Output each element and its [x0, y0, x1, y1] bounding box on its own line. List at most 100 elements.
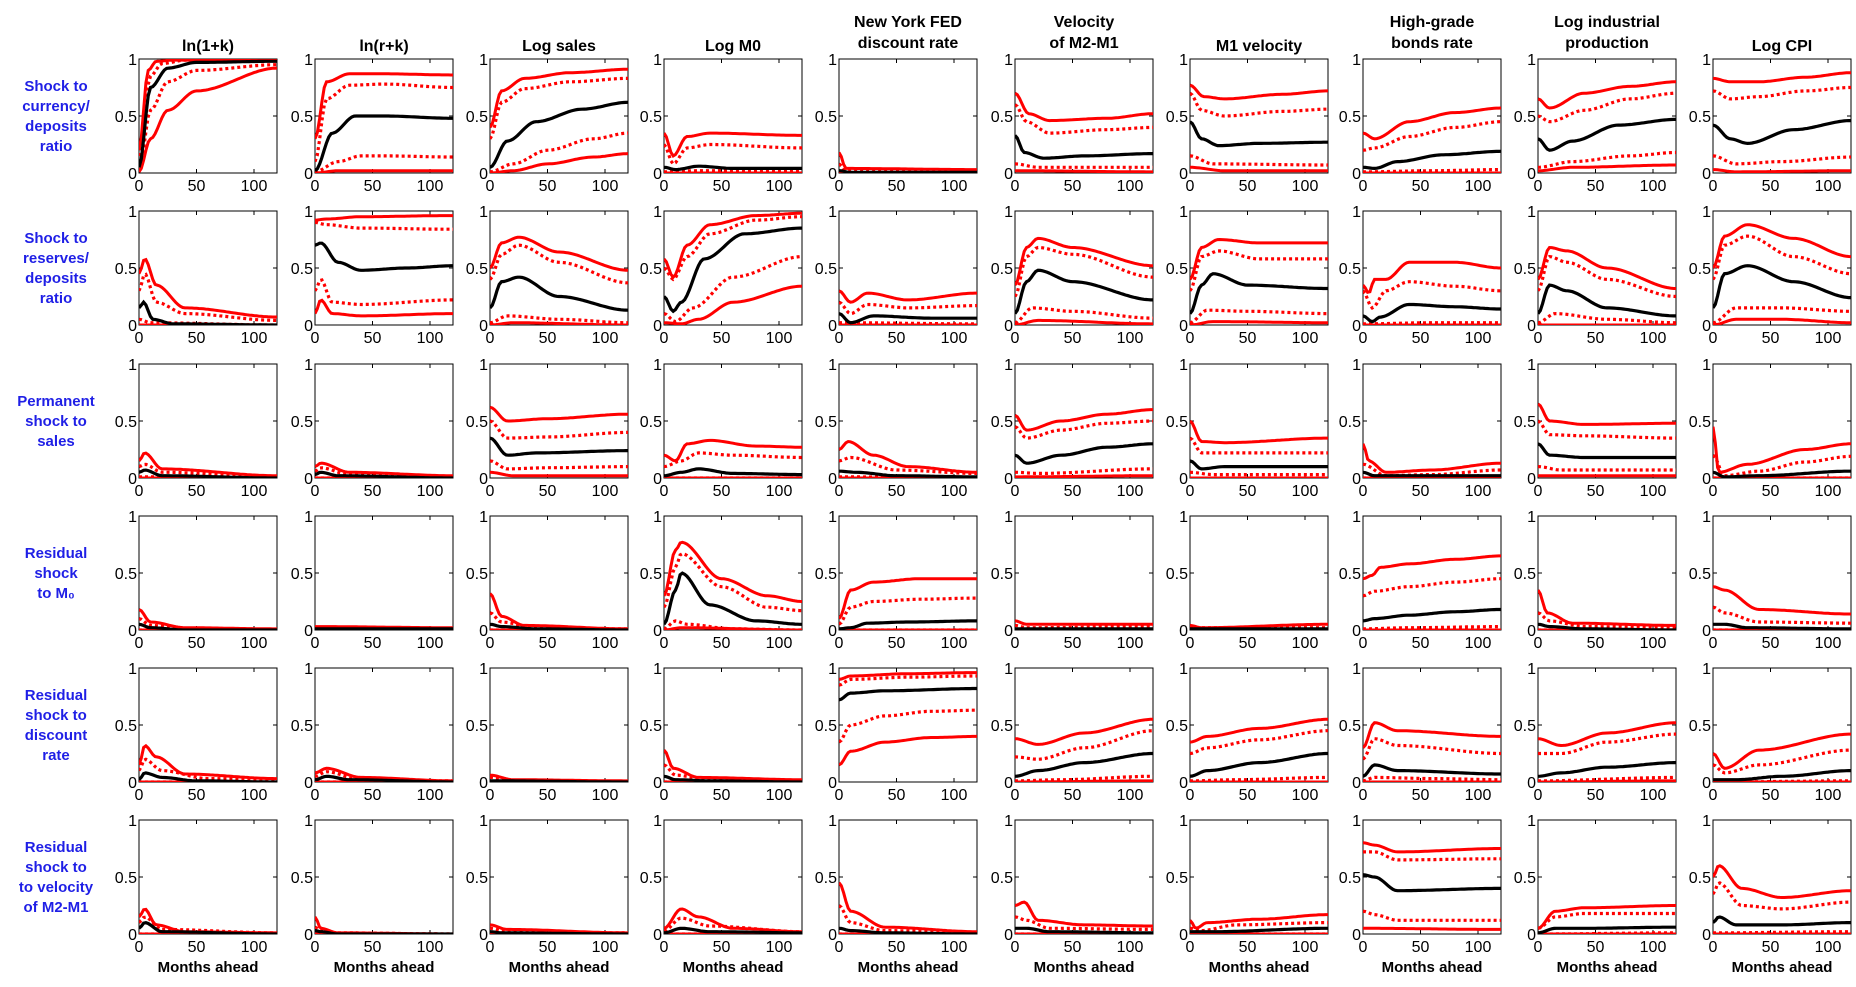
panel-series	[1015, 236, 1153, 325]
column-title-line: ln(r+k)	[359, 38, 408, 55]
upper-inner-band	[1190, 729, 1328, 756]
upper-inner-band	[1538, 911, 1676, 930]
column-title-line: Log sales	[522, 38, 596, 55]
median-line	[139, 622, 277, 630]
x-tick-label: 100	[941, 330, 968, 347]
y-tick-label: 0	[304, 318, 313, 335]
row-label-line: shock	[34, 565, 78, 582]
x-tick-label: 100	[941, 787, 968, 804]
y-tick-label: 0	[828, 623, 837, 640]
panel: 0 50 100 0 0.5 1	[115, 52, 278, 195]
y-tick-label: 1	[1352, 357, 1361, 374]
panel-series	[490, 235, 628, 325]
x-tick-label: 0	[1186, 635, 1195, 652]
x-axis-label: Months ahead	[1732, 959, 1833, 976]
panel: 0 50 100 0 0.5 1	[640, 357, 803, 500]
y-tick-label: 1	[1352, 813, 1361, 830]
y-tick-label: 0.5	[1514, 261, 1536, 278]
panel: 0 50 100 0 0.5 1	[1514, 509, 1677, 652]
x-tick-label: 0	[135, 178, 144, 195]
y-tick-label: 0	[479, 471, 488, 488]
y-tick-label: 0.5	[991, 566, 1013, 583]
lower-inner-band	[839, 321, 977, 325]
median-line	[1015, 268, 1153, 315]
x-tick-label: 0	[486, 330, 495, 347]
y-tick-label: 0.5	[1166, 718, 1188, 735]
x-tick-label: 50	[364, 330, 382, 347]
y-tick-label: 0	[1179, 927, 1188, 944]
upper-inner-band	[490, 243, 628, 285]
x-axis-label: Months ahead	[334, 959, 435, 976]
lower-inner-band	[1363, 909, 1501, 922]
upper-inner-band	[139, 757, 277, 782]
column-title-line: New York FED	[854, 14, 962, 31]
x-axis-label: Months ahead	[1382, 959, 1483, 976]
y-tick-label: 0.5	[640, 109, 662, 126]
x-tick-label: 0	[1534, 787, 1543, 804]
lower-outer-band	[1190, 320, 1328, 325]
y-tick-label: 0	[1004, 775, 1013, 792]
y-tick-label: 0.5	[815, 870, 837, 887]
x-tick-label: 0	[1709, 178, 1718, 195]
y-tick-label: 0.5	[1689, 870, 1711, 887]
x-tick-label: 50	[1762, 635, 1780, 652]
x-tick-label: 100	[1640, 787, 1667, 804]
median-line	[839, 926, 977, 934]
x-axis-label: Months ahead	[158, 959, 259, 976]
lower-outer-band	[1538, 779, 1676, 782]
x-tick-label: 0	[660, 635, 669, 652]
x-tick-label: 50	[1064, 787, 1082, 804]
x-tick-label: 0	[1359, 787, 1368, 804]
y-tick-label: 0.5	[466, 566, 488, 583]
row-label-line: Residual	[25, 545, 88, 562]
panel-series	[1363, 721, 1501, 782]
x-tick-label: 0	[1359, 330, 1368, 347]
y-tick-label: 1	[304, 509, 313, 526]
x-tick-label: 100	[592, 787, 619, 804]
y-tick-label: 0.5	[1514, 566, 1536, 583]
median-line	[315, 241, 453, 272]
x-tick-label: 0	[486, 787, 495, 804]
lower-inner-band	[1713, 306, 1851, 325]
upper-inner-band	[1190, 921, 1328, 933]
panel-series	[315, 916, 453, 934]
y-tick-label: 1	[304, 204, 313, 221]
x-tick-label: 100	[1465, 939, 1492, 956]
median-line	[1538, 117, 1676, 152]
y-tick-label: 0.5	[1339, 566, 1361, 583]
panel: 0 50 100 0 0.5 1	[115, 204, 278, 347]
row-label-line: sales	[37, 433, 75, 450]
x-tick-label: 0	[1709, 635, 1718, 652]
panel: 0 50 100 0 0.5 1 Months ahead	[115, 813, 278, 976]
y-tick-label: 0.5	[640, 566, 662, 583]
lower-outer-band	[315, 298, 453, 318]
y-tick-label: 1	[1179, 52, 1188, 69]
panel: 0 50 100 0 0.5 1	[1339, 357, 1502, 500]
lower-inner-band	[139, 63, 277, 172]
x-tick-label: 50	[1762, 330, 1780, 347]
y-tick-label: 0.5	[1514, 109, 1536, 126]
upper-inner-band	[1015, 103, 1153, 135]
panel-frame	[663, 819, 803, 935]
x-tick-label: 0	[835, 178, 844, 195]
y-tick-label: 0	[479, 623, 488, 640]
panel-series	[139, 743, 277, 782]
x-tick-label: 50	[364, 635, 382, 652]
lower-inner-band	[664, 619, 802, 630]
x-tick-label: 50	[1587, 483, 1605, 500]
row-label: Residual shock to discount rate	[25, 687, 88, 764]
median-line	[139, 771, 277, 782]
column-title-line: Log CPI	[1752, 38, 1812, 55]
y-tick-label: 0	[128, 623, 137, 640]
panel: 0 50 100 0 0.5 1	[1339, 661, 1502, 804]
panel-series	[664, 749, 802, 782]
panel-series	[1713, 71, 1851, 173]
y-tick-label: 0	[1527, 927, 1536, 944]
median-line	[1190, 120, 1328, 148]
upper-outer-band	[315, 72, 453, 140]
y-tick-label: 0	[128, 471, 137, 488]
panel-frame	[838, 515, 978, 631]
upper-outer-band	[1538, 721, 1676, 748]
panel: 0 50 100 0 0.5 1	[815, 661, 978, 804]
y-tick-label: 0	[304, 775, 313, 792]
